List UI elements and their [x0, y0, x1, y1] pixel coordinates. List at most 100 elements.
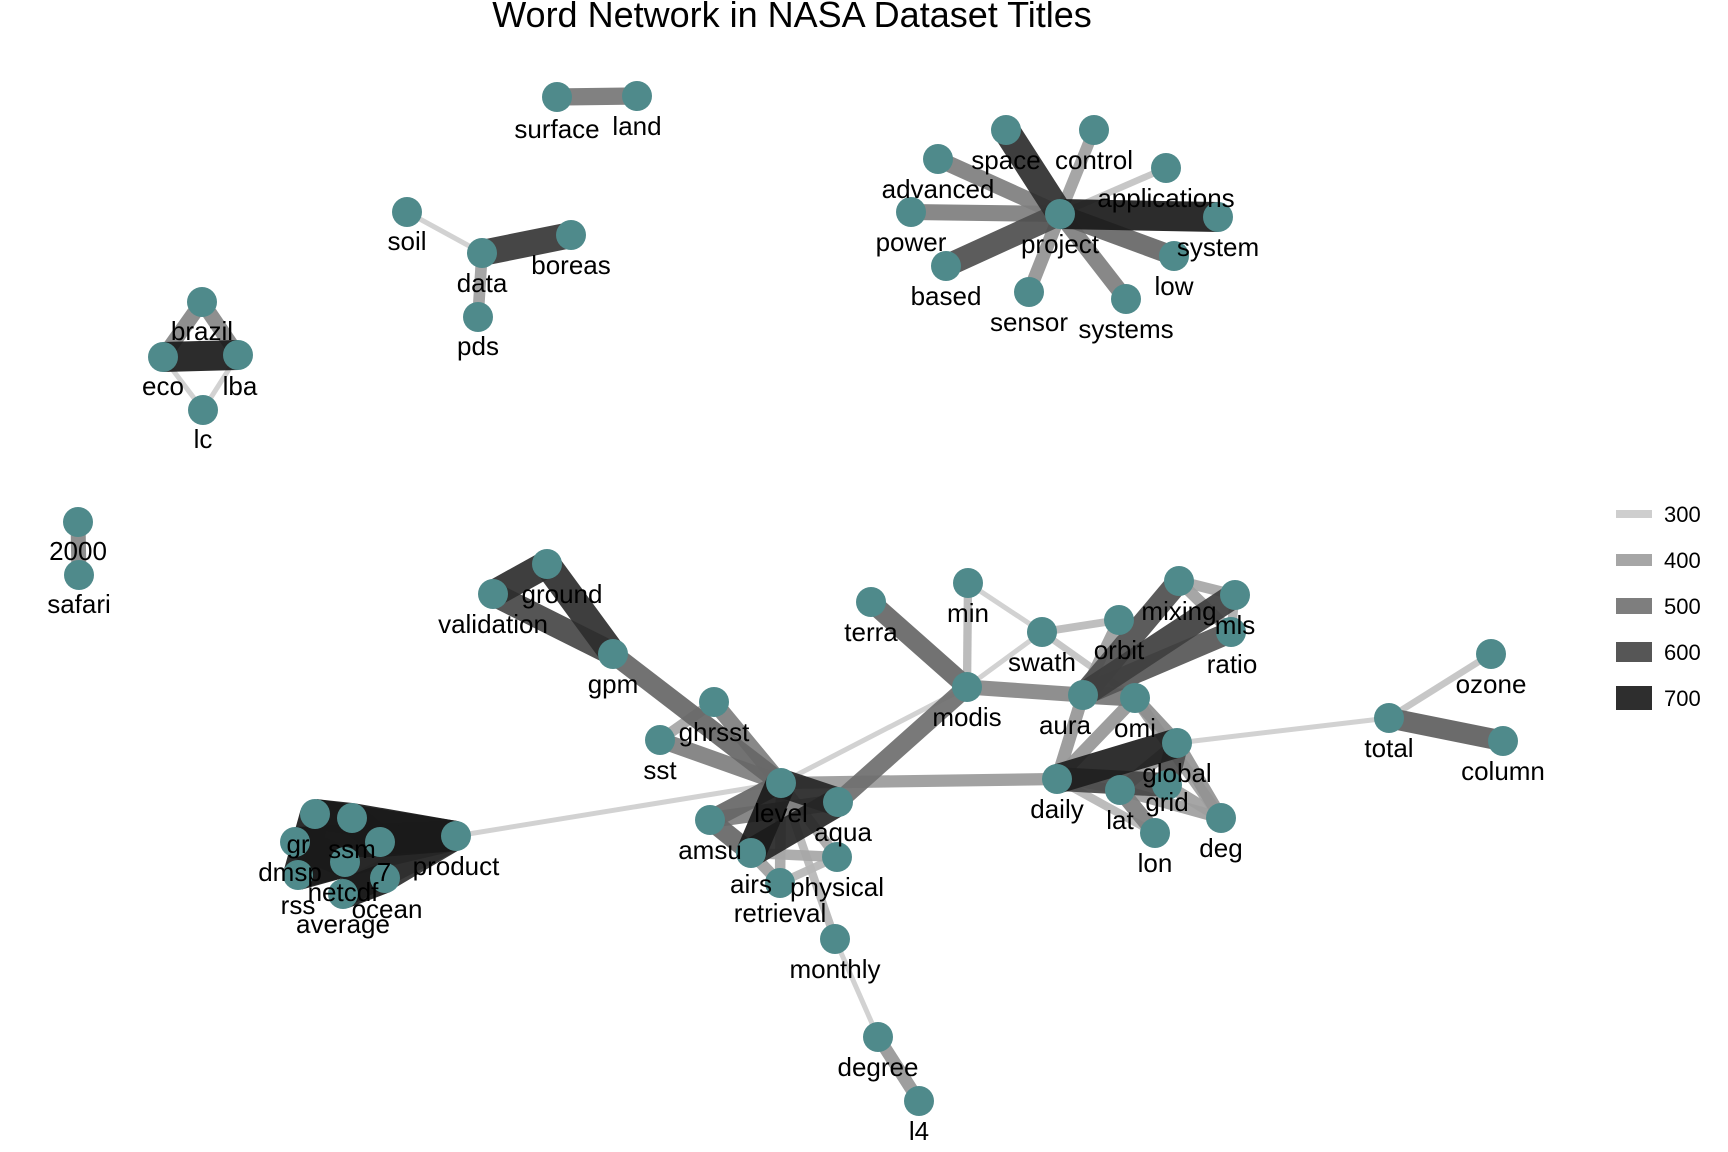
node-ghrsst[interactable] — [699, 687, 729, 717]
node-terra[interactable] — [856, 587, 886, 617]
node-average[interactable] — [328, 879, 358, 909]
node-system[interactable] — [1203, 202, 1233, 232]
node-surface[interactable] — [542, 82, 572, 112]
node-lon[interactable] — [1140, 818, 1170, 848]
node-monthly[interactable] — [820, 924, 850, 954]
node-systems[interactable] — [1111, 284, 1141, 314]
node-power[interactable] — [896, 197, 926, 227]
edge-total-ozone — [1387, 651, 1493, 721]
node-ground[interactable] — [532, 549, 562, 579]
node-label-control: control — [1055, 145, 1133, 175]
node-lat[interactable] — [1105, 775, 1135, 805]
node-ocean[interactable] — [370, 863, 400, 893]
node-total[interactable] — [1374, 703, 1404, 733]
node-land[interactable] — [622, 81, 652, 111]
node-label-average: average — [296, 909, 390, 939]
node-sst[interactable] — [645, 725, 675, 755]
node-grid[interactable] — [1152, 770, 1182, 800]
node-based[interactable] — [931, 251, 961, 281]
node-validation[interactable] — [478, 579, 508, 609]
node-product[interactable] — [441, 821, 471, 851]
node-v7[interactable] — [365, 827, 395, 857]
node-netcdf[interactable] — [330, 847, 360, 877]
node-label-sensor: sensor — [990, 307, 1068, 337]
node-layer: surface land soil data boreas pds brazil eco lba… — [47, 81, 1545, 1146]
node-pds[interactable] — [463, 302, 493, 332]
node-advanced[interactable] — [923, 144, 953, 174]
node-orbit[interactable] — [1104, 605, 1134, 635]
node-swath[interactable] — [1027, 617, 1057, 647]
node-label-validation: validation — [438, 609, 548, 639]
node-level[interactable] — [766, 768, 796, 798]
edge-modis-aura — [966, 679, 1084, 703]
node-label-ground: ground — [522, 579, 603, 609]
node-airs[interactable] — [736, 838, 766, 868]
node-global[interactable] — [1162, 728, 1192, 758]
node-mixing[interactable] — [1164, 566, 1194, 596]
node-label-space: space — [971, 145, 1040, 175]
node-label-eco: eco — [142, 371, 184, 401]
node-label-total: total — [1364, 733, 1413, 763]
node-min[interactable] — [953, 568, 983, 598]
node-brazil[interactable] — [187, 287, 217, 317]
node-control[interactable] — [1079, 115, 1109, 145]
node-label-v7: 7 — [377, 857, 391, 887]
node-low[interactable] — [1159, 241, 1189, 271]
node-gpm[interactable] — [598, 639, 628, 669]
node-label-lon: lon — [1138, 848, 1173, 878]
node-aura[interactable] — [1068, 680, 1098, 710]
node-label-ghrsst: ghrsst — [679, 717, 751, 747]
node-2000[interactable] — [63, 507, 93, 537]
node-modis[interactable] — [952, 672, 982, 702]
edge-weight-legend: 300 400 500 600 700 — [1616, 502, 1701, 711]
node-data[interactable] — [467, 238, 497, 268]
edge-modis-swath — [965, 629, 1044, 690]
node-label-system: system — [1177, 232, 1259, 262]
node-boreas[interactable] — [556, 220, 586, 250]
node-lc[interactable] — [188, 395, 218, 425]
node-space[interactable] — [991, 115, 1021, 145]
node-daily[interactable] — [1042, 764, 1072, 794]
node-label-ssm: ssm — [328, 834, 376, 864]
node-ssm[interactable] — [337, 803, 367, 833]
node-retrieval[interactable] — [765, 868, 795, 898]
node-safari[interactable] — [64, 560, 94, 590]
edge-total-column — [1386, 707, 1506, 752]
node-gridded[interactable] — [300, 799, 330, 829]
node-amsu[interactable] — [695, 805, 725, 835]
node-degree[interactable] — [863, 1022, 893, 1052]
node-label-systems: systems — [1078, 314, 1173, 344]
node-eco[interactable] — [148, 342, 178, 372]
node-omi[interactable] — [1120, 683, 1150, 713]
node-label-modis: modis — [932, 702, 1001, 732]
node-deg[interactable] — [1206, 803, 1236, 833]
node-dmsp[interactable] — [280, 827, 310, 857]
node-sensor[interactable] — [1014, 277, 1044, 307]
node-lba[interactable] — [223, 340, 253, 370]
node-label-rss: rss — [281, 890, 316, 920]
node-applications[interactable] — [1151, 153, 1181, 183]
edge-terra-modis — [864, 594, 974, 695]
node-label-product: product — [413, 851, 500, 881]
node-l4[interactable] — [904, 1086, 934, 1116]
node-aqua[interactable] — [823, 787, 853, 817]
node-label-low: low — [1154, 271, 1193, 301]
node-label-min: min — [947, 598, 989, 628]
node-label-advanced: advanced — [882, 174, 995, 204]
edge-product-level — [455, 780, 782, 839]
node-column[interactable] — [1488, 726, 1518, 756]
node-label-amsu: amsu — [678, 835, 742, 865]
node-label-boreas: boreas — [531, 250, 611, 280]
node-project[interactable] — [1045, 199, 1075, 229]
node-label-ocean: ocean — [352, 894, 423, 924]
node-ratio[interactable] — [1216, 617, 1246, 647]
node-ozone[interactable] — [1476, 639, 1506, 669]
node-label-grid: grid — [1145, 787, 1188, 817]
node-soil[interactable] — [392, 197, 422, 227]
edge-project-space — [994, 122, 1072, 222]
node-physical[interactable] — [822, 842, 852, 872]
node-mls[interactable] — [1220, 580, 1250, 610]
node-label-brazil: brazil — [171, 316, 233, 346]
node-rss[interactable] — [283, 860, 313, 890]
